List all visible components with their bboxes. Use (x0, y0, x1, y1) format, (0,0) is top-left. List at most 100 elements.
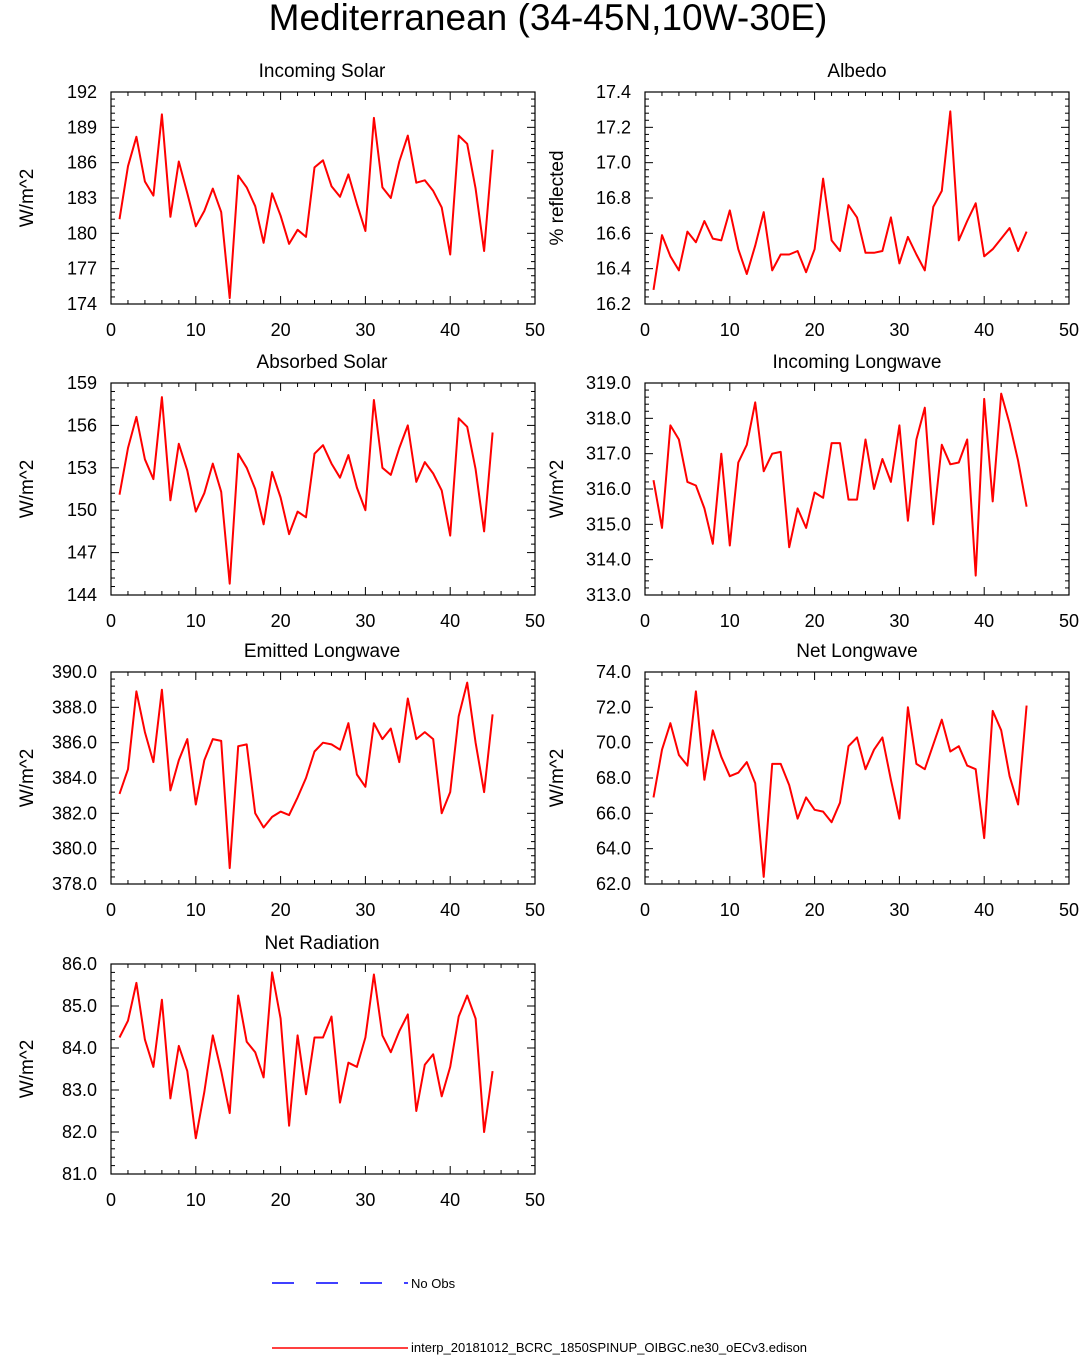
y-tick-label: 153 (67, 458, 97, 478)
panel-5: 0 10 20 30 40 50 378.0 380.0 382.0 384.0 386.0 388.… (17, 641, 545, 920)
x-tick-label: 0 (106, 320, 116, 340)
y-axis-label: W/m^2 (17, 749, 38, 808)
y-tick-label: 380.0 (52, 839, 97, 859)
y-tick-label: 382.0 (52, 803, 97, 823)
plot-frame (644, 671, 1070, 885)
series-line (118, 113, 494, 300)
x-tick-label: 40 (440, 900, 460, 920)
y-tick-label: 74.0 (596, 662, 631, 682)
x-tick-label: 0 (106, 900, 116, 920)
y-axis-label: W/m^2 (17, 460, 38, 519)
y-tick-label: 186 (67, 153, 97, 173)
series-line (118, 396, 494, 585)
panel-title: Absorbed Solar (257, 352, 389, 373)
x-tick-label: 0 (640, 320, 650, 340)
x-tick-label: 10 (186, 611, 206, 631)
panel-3: 0 10 20 30 40 50 144 147 150 153 156 159 Absorbed So… (17, 352, 545, 631)
y-axis-label: W/m^2 (547, 749, 568, 808)
legend: No Obs interp_20181012_BCRC_1850SPINUP_O… (272, 1276, 807, 1355)
y-tick-label: 68.0 (596, 768, 631, 788)
series-line (652, 392, 1028, 577)
y-tick-label: 315.0 (586, 514, 631, 534)
y-tick-label: 86.0 (62, 954, 97, 974)
x-tick-label: 10 (186, 1190, 206, 1210)
y-tick-label: 318.0 (586, 408, 631, 428)
x-tick-label: 20 (805, 320, 825, 340)
y-tick-label: 317.0 (586, 444, 631, 464)
x-tick-label: 10 (720, 320, 740, 340)
plot-frame (644, 91, 1070, 305)
series-line (118, 681, 494, 870)
x-tick-label: 50 (1059, 900, 1079, 920)
x-tick-label: 20 (271, 320, 291, 340)
x-tick-label: 40 (440, 1190, 460, 1210)
panel-title: Incoming Longwave (773, 352, 942, 373)
y-tick-label: 174 (67, 294, 97, 314)
x-tick-label: 0 (640, 611, 650, 631)
y-tick-label: 17.0 (596, 153, 631, 173)
x-tick-label: 20 (271, 611, 291, 631)
plot-frame (110, 382, 536, 596)
panel-2: 0 10 20 30 40 50 16.2 16.4 16.6 16.8 17.0 17.2 17.4 A… (547, 61, 1079, 340)
y-tick-label: 16.6 (596, 223, 631, 243)
series-line (652, 690, 1028, 878)
x-tick-label: 50 (1059, 611, 1079, 631)
x-tick-label: 50 (525, 611, 545, 631)
y-tick-label: 144 (67, 585, 97, 605)
y-tick-label: 313.0 (586, 585, 631, 605)
y-tick-label: 16.2 (596, 294, 631, 314)
x-tick-label: 0 (106, 1190, 116, 1210)
x-tick-label: 50 (525, 900, 545, 920)
y-tick-label: 62.0 (596, 874, 631, 894)
y-tick-label: 388.0 (52, 697, 97, 717)
panel-7: 0 10 20 30 40 50 81.0 82.0 83.0 84.0 85.0 86.0 Net R… (17, 933, 545, 1210)
x-tick-label: 40 (974, 320, 994, 340)
y-tick-label: 83.0 (62, 1080, 97, 1100)
y-tick-label: 70.0 (596, 733, 631, 753)
x-tick-label: 0 (106, 611, 116, 631)
x-tick-label: 30 (355, 320, 375, 340)
x-tick-label: 30 (355, 611, 375, 631)
y-tick-label: 386.0 (52, 733, 97, 753)
y-axis-label: W/m^2 (547, 460, 568, 519)
y-tick-label: 84.0 (62, 1038, 97, 1058)
x-tick-label: 10 (720, 611, 740, 631)
y-tick-label: 64.0 (596, 839, 631, 859)
x-tick-label: 20 (805, 611, 825, 631)
series-line (652, 110, 1028, 291)
y-tick-label: 390.0 (52, 662, 97, 682)
y-tick-label: 150 (67, 500, 97, 520)
y-axis-label: W/m^2 (17, 1040, 38, 1099)
plot-frame (644, 382, 1070, 596)
y-tick-label: 17.2 (596, 117, 631, 137)
y-tick-label: 147 (67, 543, 97, 563)
panel-1: 0 10 20 30 40 50 174 177 180 183 186 189 192 Incoming… (17, 61, 545, 340)
y-tick-label: 81.0 (62, 1164, 97, 1184)
figure-title: Mediterranean (34-45N,10W-30E) (269, 0, 828, 38)
x-tick-label: 40 (974, 611, 994, 631)
y-tick-label: 16.4 (596, 259, 631, 279)
legend-obs-label: No Obs (411, 1276, 456, 1291)
y-axis-label: W/m^2 (17, 169, 38, 228)
y-tick-label: 82.0 (62, 1122, 97, 1142)
legend-model-label: interp_20181012_BCRC_1850SPINUP_OIBGC.ne… (411, 1340, 807, 1355)
x-tick-label: 40 (440, 611, 460, 631)
panel-title: Albedo (827, 61, 886, 82)
y-tick-label: 16.8 (596, 188, 631, 208)
x-tick-label: 10 (186, 320, 206, 340)
panels: 0 10 20 30 40 50 174 177 180 183 186 189 192 Incoming… (17, 61, 1079, 1210)
x-tick-label: 20 (271, 900, 291, 920)
y-tick-label: 183 (67, 188, 97, 208)
y-tick-label: 66.0 (596, 803, 631, 823)
x-tick-label: 50 (1059, 320, 1079, 340)
y-axis-label: % reflected (547, 150, 568, 245)
plot-frame (110, 963, 536, 1175)
x-tick-label: 30 (889, 320, 909, 340)
x-tick-label: 10 (720, 900, 740, 920)
y-tick-label: 192 (67, 82, 97, 102)
y-tick-label: 384.0 (52, 768, 97, 788)
y-tick-label: 72.0 (596, 697, 631, 717)
panel-6: 0 10 20 30 40 50 62.0 64.0 66.0 68.0 70.0 72.0 74.0 N… (547, 641, 1079, 920)
x-tick-label: 20 (805, 900, 825, 920)
